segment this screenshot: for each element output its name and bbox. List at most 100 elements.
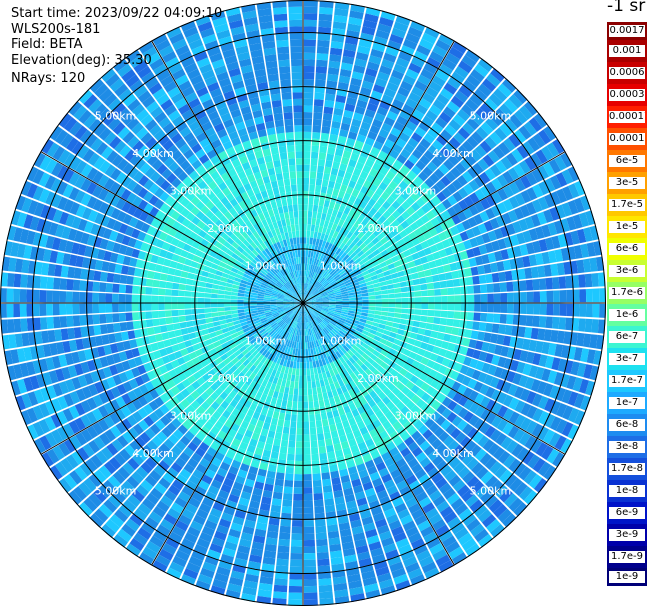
- beta-cell: [420, 283, 428, 291]
- beta-cell: [491, 389, 502, 402]
- beta-cell: [402, 126, 414, 137]
- beta-cell: [158, 317, 167, 326]
- beta-cell: [361, 256, 370, 264]
- beta-cell: [240, 491, 252, 501]
- beta-cell: [270, 397, 278, 405]
- beta-cell: [183, 148, 195, 160]
- beta-cell: [259, 502, 271, 512]
- beta-cell: [224, 395, 234, 405]
- beta-cell: [459, 364, 469, 375]
- beta-cell: [478, 274, 487, 284]
- beta-cell: [340, 288, 348, 293]
- beta-cell: [317, 284, 323, 290]
- beta-cell: [384, 274, 392, 281]
- beta-cell: [503, 185, 514, 198]
- beta-cell: [284, 346, 289, 354]
- beta-cell: [339, 163, 348, 172]
- beta-cell: [285, 466, 294, 474]
- beta-cell: [59, 316, 68, 328]
- beta-cell: [205, 387, 215, 396]
- beta-cell: [137, 527, 152, 541]
- beta-cell: [452, 479, 466, 492]
- beta-cell: [367, 332, 376, 339]
- beta-cell: [175, 520, 189, 532]
- beta-cell: [380, 349, 389, 357]
- beta-cell: [348, 417, 357, 426]
- beta-cell: [312, 289, 319, 295]
- beta-cell: [340, 313, 348, 318]
- beta-cell: [261, 280, 269, 285]
- beta-cell: [400, 244, 409, 252]
- beta-cell: [475, 485, 489, 499]
- beta-cell: [342, 177, 350, 187]
- beta-cell: [414, 126, 427, 138]
- beta-cell: [331, 270, 338, 277]
- beta-cell: [143, 203, 154, 214]
- beta-cell: [374, 518, 388, 529]
- beta-cell: [354, 197, 362, 206]
- beta-cell: [423, 366, 432, 376]
- beta-cell: [466, 518, 481, 532]
- beta-cell: [197, 354, 206, 362]
- beta-cell: [46, 142, 60, 158]
- beta-cell: [40, 204, 51, 219]
- beta-cell: [342, 419, 350, 429]
- beta-cell: [502, 422, 514, 436]
- beta-cell: [315, 305, 323, 308]
- beta-cell: [397, 346, 406, 354]
- beta-cell: [374, 357, 383, 365]
- beta-cell: [158, 134, 170, 146]
- beta-cell: [26, 407, 38, 423]
- beta-cell: [304, 270, 307, 277]
- beta-cell: [307, 307, 313, 313]
- beta-cell: [486, 73, 501, 88]
- beta-cell: [241, 366, 249, 375]
- beta-cell: [341, 326, 349, 332]
- beta-cell: [360, 315, 368, 320]
- beta-cell: [316, 172, 324, 180]
- beta-cell: [45, 158, 58, 174]
- beta-cell: [62, 253, 71, 266]
- beta-cell: [390, 272, 399, 279]
- beta-cell: [281, 330, 287, 338]
- beta-cell: [436, 404, 447, 415]
- beta-cell: [238, 497, 250, 507]
- beta-cell: [260, 363, 267, 372]
- beta-cell: [256, 300, 264, 303]
- beta-cell: [309, 271, 314, 278]
- beta-cell: [188, 170, 199, 181]
- beta-cell: [13, 273, 22, 288]
- beta-cell: [184, 532, 198, 544]
- beta-cell: [234, 339, 243, 346]
- beta-cell: [137, 199, 149, 211]
- beta-cell: [455, 373, 466, 384]
- beta-cell: [546, 303, 554, 316]
- beta-cell: [276, 318, 283, 324]
- beta-cell: [410, 56, 425, 68]
- beta-cell: [377, 342, 386, 349]
- beta-cell: [335, 422, 344, 431]
- beta-cell: [143, 392, 154, 403]
- beta-cell: [106, 272, 115, 283]
- beta-cell: [42, 249, 52, 263]
- beta-cell: [250, 305, 258, 309]
- beta-cell: [515, 337, 525, 349]
- beta-cell: [426, 359, 436, 369]
- beta-cell: [375, 303, 383, 307]
- beta-cell: [381, 94, 394, 105]
- beta-cell: [328, 201, 336, 209]
- beta-cell: [373, 36, 388, 46]
- beta-cell: [127, 166, 139, 179]
- beta-cell: [201, 372, 211, 382]
- beta-cell: [556, 188, 568, 204]
- beta-cell: [309, 341, 313, 349]
- beta-cell: [198, 286, 206, 293]
- beta-cell: [547, 370, 558, 384]
- beta-cell: [522, 255, 531, 268]
- beta-cell: [286, 453, 295, 461]
- beta-cell: [282, 315, 289, 321]
- beta-cell: [480, 408, 491, 421]
- beta-cell: [336, 365, 343, 374]
- beta-cell: [276, 300, 284, 302]
- beta-cell: [513, 245, 522, 258]
